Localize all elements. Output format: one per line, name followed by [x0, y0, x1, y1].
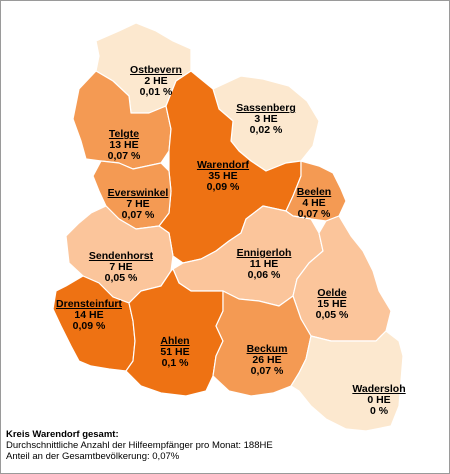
- region-pct: 0,07 %: [297, 208, 331, 220]
- region-name: Everswinkel: [107, 187, 169, 199]
- region-pct: 0,09 %: [206, 181, 240, 193]
- region-pct: 0,07 %: [121, 209, 155, 221]
- region-he: 11 HE: [249, 258, 279, 270]
- label-ostbevern: Ostbevern 2 HE 0,01 %: [130, 65, 182, 98]
- region-he: 4 HE: [302, 197, 326, 209]
- district-summary: Kreis Warendorf gesamt: Durchschnittlich…: [6, 429, 273, 462]
- region-pct: 0,02 %: [249, 124, 283, 136]
- region-name: Drensteinfurt: [56, 298, 122, 310]
- region-name: Beelen: [296, 186, 332, 198]
- summary-title: Kreis Warendorf gesamt:: [6, 429, 119, 440]
- region-pct: 0,05 %: [315, 309, 349, 321]
- region-he: 15 HE: [317, 298, 347, 310]
- region-pct: 0,1 %: [161, 357, 189, 369]
- label-beelen: Beelen 4 HE 0,07 %: [297, 187, 331, 220]
- region-pct: 0,01 %: [139, 86, 173, 98]
- region-he: 0 HE: [367, 394, 391, 406]
- region-wadersloh[interactable]: [290, 330, 404, 432]
- region-name: Ennigerloh: [236, 247, 292, 259]
- region-name: Ahlen: [160, 335, 190, 347]
- region-he: 26 HE: [252, 354, 282, 366]
- label-ahlen: Ahlen 51 HE 0,1 %: [160, 336, 189, 369]
- region-he: 7 HE: [126, 198, 150, 210]
- label-warendorf: Warendorf 35 HE 0,09 %: [197, 160, 249, 193]
- region-name: Sassenberg: [236, 102, 296, 114]
- region-name: Telgte: [108, 128, 140, 140]
- summary-line-recipients: Durchschnittliche Anzahl der Hilfeempfän…: [6, 440, 273, 451]
- region-name: Beckum: [246, 343, 288, 355]
- region-name: Oelde: [317, 287, 347, 299]
- label-drensteinfurt: Drensteinfurt 14 HE 0,09 %: [56, 299, 122, 332]
- region-pct: 0,07 %: [107, 150, 141, 162]
- region-he: 2 HE: [144, 75, 168, 87]
- region-pct: 0,09 %: [72, 320, 106, 332]
- label-ennigerloh: Ennigerloh 11 HE 0,06 %: [237, 248, 292, 281]
- region-name: Wadersloh: [352, 383, 406, 395]
- summary-line-share: Anteil an der Gesamtbevölkerung: 0,07%: [6, 451, 180, 462]
- label-oelde: Oelde 15 HE 0,05 %: [316, 288, 349, 321]
- label-telgte: Telgte 13 HE 0,07 %: [108, 129, 141, 162]
- region-pct: 0,06 %: [247, 269, 281, 281]
- region-he: 51 HE: [160, 346, 190, 358]
- region-he: 35 HE: [208, 170, 238, 182]
- region-name: Sendenhorst: [88, 250, 154, 262]
- region-pct: 0,07 %: [250, 365, 284, 377]
- region-he: 3 HE: [254, 113, 278, 125]
- label-beckum: Beckum 26 HE 0,07 %: [247, 344, 288, 377]
- region-name: Warendorf: [196, 159, 250, 171]
- label-sendenhorst: Sendenhorst 7 HE 0,05 %: [89, 251, 153, 284]
- region-he: 7 HE: [109, 261, 133, 273]
- label-everswinkel: Everswinkel 7 HE 0,07 %: [108, 188, 169, 221]
- label-sassenberg: Sassenberg 3 HE 0,02 %: [236, 103, 296, 136]
- region-he: 14 HE: [74, 309, 104, 321]
- region-he: 13 HE: [109, 139, 139, 151]
- label-wadersloh: Wadersloh 0 HE 0 %: [352, 384, 405, 417]
- region-pct: 0,05 %: [104, 272, 138, 284]
- region-pct: 0 %: [369, 405, 389, 417]
- region-name: Ostbevern: [130, 64, 182, 76]
